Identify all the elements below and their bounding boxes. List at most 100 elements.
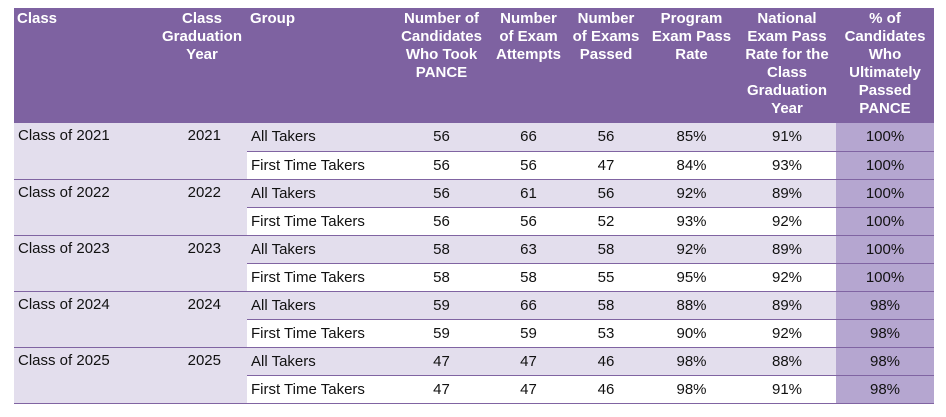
column-header: Class Graduation Year: [157, 8, 247, 123]
value-cell: 92%: [738, 263, 836, 292]
value-cell: 58: [490, 263, 567, 292]
value-cell: 89%: [738, 179, 836, 208]
group-cell: All Takers: [247, 291, 393, 320]
value-cell: 47: [393, 375, 490, 404]
value-cell: 56: [567, 179, 645, 208]
group-cell: First Time Takers: [247, 375, 393, 404]
group-cell: First Time Takers: [247, 151, 393, 180]
group-cell: First Time Takers: [247, 319, 393, 348]
value-cell: 56: [567, 123, 645, 152]
value-cell: 47: [567, 151, 645, 180]
value-cell: 56: [393, 151, 490, 180]
value-cell: 92%: [738, 207, 836, 236]
group-cell: All Takers: [247, 347, 393, 376]
value-cell: 56: [393, 179, 490, 208]
value-cell: 100%: [836, 123, 934, 152]
table-row: Class of 2021 2021 All Takers 56 66 56 85% 91% 1…: [14, 123, 934, 180]
value-cell: 61: [490, 179, 567, 208]
value-cell: 56: [393, 207, 490, 236]
column-header: Class: [14, 8, 157, 123]
value-cell: 66: [490, 123, 567, 152]
value-cell: 100%: [836, 179, 934, 208]
table-row: First Time Takers 58 58 55 95% 92% 100%: [14, 263, 934, 292]
value-cell: 59: [490, 319, 567, 348]
value-cell: 100%: [836, 207, 934, 236]
table-row: Class of 2022 2022 All Takers 56 61 56 92% 89% 1…: [14, 179, 934, 236]
value-cell: 91%: [738, 123, 836, 152]
value-cell: 46: [567, 347, 645, 376]
column-header: Group: [247, 8, 393, 123]
value-cell: 100%: [836, 151, 934, 180]
value-cell: 98%: [836, 375, 934, 404]
value-cell: 100%: [836, 235, 934, 264]
value-cell: 58: [567, 291, 645, 320]
value-cell: 58: [393, 235, 490, 264]
table-row: Class of 2023 2023 All Takers 58 63 58 92% 89% 1…: [14, 235, 934, 292]
column-header: National Exam Pass Rate for the Class Gr…: [738, 8, 836, 123]
year-cell: 2021: [157, 123, 247, 180]
year-cell: 2024: [157, 291, 247, 348]
value-cell: 91%: [738, 375, 836, 404]
column-header: % of Candidates Who Ultimately Passed PA…: [836, 8, 934, 123]
value-cell: 59: [393, 319, 490, 348]
value-cell: 92%: [738, 319, 836, 348]
pance-table: Class Class Graduation Year Group Number of…: [14, 8, 934, 404]
table-row: First Time Takers 56 56 52 93% 92% 100%: [14, 207, 934, 236]
year-cell: 2022: [157, 179, 247, 236]
table-row: First Time Takers 47 47 46 98% 91% 98%: [14, 375, 934, 404]
class-cell: Class of 2024: [14, 291, 157, 348]
value-cell: 58: [393, 263, 490, 292]
column-header: Number of Exams Passed: [567, 8, 645, 123]
class-cell: Class of 2022: [14, 179, 157, 236]
class-cell: Class of 2023: [14, 235, 157, 292]
value-cell: 98%: [836, 291, 934, 320]
value-cell: 100%: [836, 263, 934, 292]
value-cell: 88%: [645, 291, 738, 320]
value-cell: 84%: [645, 151, 738, 180]
value-cell: 53: [567, 319, 645, 348]
table-row: First Time Takers 59 59 53 90% 92% 98%: [14, 319, 934, 348]
value-cell: 56: [490, 207, 567, 236]
column-header: Number of Candidates Who Took PANCE: [393, 8, 490, 123]
group-cell: First Time Takers: [247, 207, 393, 236]
value-cell: 66: [490, 291, 567, 320]
value-cell: 95%: [645, 263, 738, 292]
header-row: Class Class Graduation Year Group Number of…: [14, 8, 934, 123]
group-cell: First Time Takers: [247, 263, 393, 292]
value-cell: 93%: [645, 207, 738, 236]
value-cell: 59: [393, 291, 490, 320]
column-header: Program Exam Pass Rate: [645, 8, 738, 123]
value-cell: 47: [490, 347, 567, 376]
value-cell: 98%: [836, 347, 934, 376]
group-cell: All Takers: [247, 179, 393, 208]
value-cell: 92%: [645, 179, 738, 208]
class-cell: Class of 2021: [14, 123, 157, 180]
value-cell: 98%: [645, 375, 738, 404]
group-cell: All Takers: [247, 123, 393, 152]
value-cell: 63: [490, 235, 567, 264]
table-body: Class of 2021 2021 All Takers 56 66 56 85% 91% 1…: [14, 123, 934, 404]
value-cell: 56: [393, 123, 490, 152]
value-cell: 89%: [738, 235, 836, 264]
column-header: Number of Exam Attempts: [490, 8, 567, 123]
value-cell: 55: [567, 263, 645, 292]
value-cell: 56: [490, 151, 567, 180]
value-cell: 92%: [645, 235, 738, 264]
value-cell: 58: [567, 235, 645, 264]
value-cell: 52: [567, 207, 645, 236]
value-cell: 47: [393, 347, 490, 376]
value-cell: 89%: [738, 291, 836, 320]
table-row: Class of 2025 2025 All Takers 47 47 46 98% 88% 9…: [14, 347, 934, 404]
value-cell: 98%: [836, 319, 934, 348]
value-cell: 85%: [645, 123, 738, 152]
value-cell: 47: [490, 375, 567, 404]
year-cell: 2025: [157, 347, 247, 404]
class-cell: Class of 2025: [14, 347, 157, 404]
value-cell: 98%: [645, 347, 738, 376]
table-row: First Time Takers 56 56 47 84% 93% 100%: [14, 151, 934, 180]
value-cell: 46: [567, 375, 645, 404]
table-row: Class of 2024 2024 All Takers 59 66 58 88% 89% 9…: [14, 291, 934, 348]
value-cell: 93%: [738, 151, 836, 180]
year-cell: 2023: [157, 235, 247, 292]
